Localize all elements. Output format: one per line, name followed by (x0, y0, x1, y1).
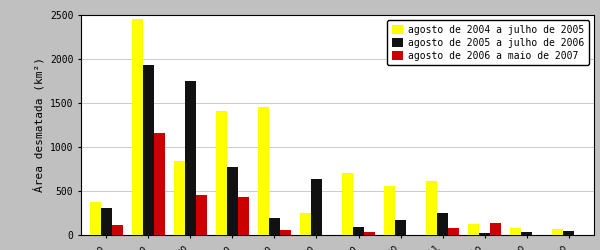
Bar (101, 208, 112, 235)
Y-axis label: Área desmatada (km²): Área desmatada (km²) (33, 58, 44, 192)
Bar (437, 212, 448, 235)
Bar (112, 225, 122, 235)
Bar (227, 167, 238, 235)
Bar (426, 181, 437, 235)
Bar (353, 227, 364, 235)
Bar (468, 224, 479, 235)
Bar (511, 228, 521, 235)
Bar (490, 223, 501, 235)
Bar (563, 231, 574, 235)
Bar (185, 81, 196, 235)
Bar (448, 228, 459, 235)
Bar (174, 161, 185, 235)
Bar (216, 111, 227, 235)
Bar (154, 133, 164, 235)
Bar (280, 230, 291, 235)
Bar (479, 233, 490, 235)
Bar (238, 197, 249, 235)
Bar (521, 232, 532, 235)
Bar (342, 174, 353, 235)
Bar (384, 186, 395, 235)
Bar (395, 220, 406, 235)
Bar (300, 213, 311, 235)
Legend: agosto de 2004 a julho de 2005, agosto de 2005 a julho de 2006, agosto de 2006 a: agosto de 2004 a julho de 2005, agosto d… (386, 20, 589, 66)
Bar (269, 218, 280, 235)
Bar (258, 108, 269, 235)
Bar (553, 229, 563, 235)
Bar (196, 194, 207, 235)
Bar (90, 202, 101, 235)
Bar (143, 65, 154, 235)
Bar (132, 18, 143, 235)
Bar (311, 179, 322, 235)
Bar (364, 232, 375, 235)
